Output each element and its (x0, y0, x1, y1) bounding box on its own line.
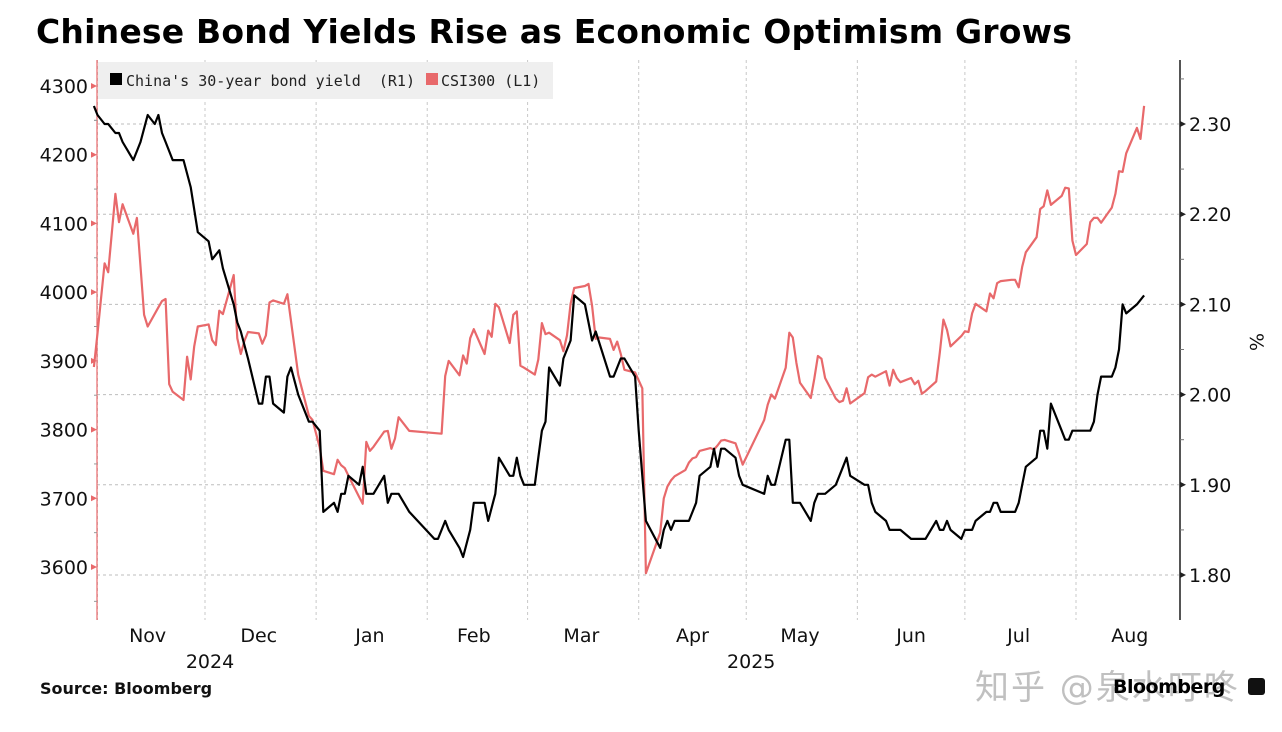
right-tick-label: 2.20 (1189, 204, 1231, 226)
left-tick-label: 3600 (40, 557, 88, 579)
right-tick-label: 1.90 (1189, 475, 1231, 497)
right-tick-mark (1180, 211, 1186, 218)
x-tick-label: May (780, 625, 819, 647)
left-tick-label: 4200 (40, 145, 88, 167)
legend-swatch-yield (110, 73, 122, 85)
right-axis-title: % (1245, 333, 1267, 351)
x-tick-label: Feb (457, 625, 491, 647)
left-tick-label: 4000 (40, 282, 88, 304)
left-tick-label: 3800 (40, 420, 88, 442)
series-line-csi300 (92, 105, 1146, 575)
right-axis: 1.80 1.90 2.00 2.10 2.20 2.30 (1179, 60, 1231, 620)
right-tick-label: 1.80 (1189, 565, 1231, 587)
legend-label-yield: China's 30-year bond yield (R1) (126, 72, 415, 90)
series-line-bond-yield (92, 105, 1145, 559)
x-tick-label: Jun (895, 625, 926, 647)
left-tick-label: 4100 (40, 213, 88, 235)
left-tick-mark (91, 564, 97, 570)
series-lines (92, 105, 1146, 575)
source-note: Source: Bloomberg (40, 679, 213, 698)
left-tick-label: 4300 (40, 76, 88, 98)
left-tick-mark (91, 426, 97, 433)
right-tick-mark (1180, 391, 1186, 398)
legend-label-csi300: CSI300 (L1) (441, 72, 540, 90)
x-year-label: 2025 (727, 651, 775, 673)
right-tick-label: 2.10 (1189, 294, 1231, 316)
left-tick-mark (91, 83, 97, 89)
x-tick-label: Nov (129, 625, 166, 647)
left-axis: 3600 3700 3800 3900 4000 4100 4200 4300 (40, 60, 98, 620)
legend: China's 30-year bond yield (R1) CSI300 (… (98, 62, 553, 99)
x-tick-label: Jan (354, 625, 384, 647)
left-tick-mark (91, 220, 97, 227)
legend-swatch-csi300 (426, 73, 438, 85)
right-tick-mark (1180, 481, 1186, 488)
watermark: 知乎 @泉水叮咚 (975, 668, 1240, 708)
legend-background (98, 62, 553, 99)
chart-title: Chinese Bond Yields Rise as Economic Opt… (36, 12, 1073, 51)
x-tick-label: Apr (676, 625, 709, 647)
left-tick-label: 3700 (40, 488, 88, 510)
x-tick-label: Jul (1006, 625, 1030, 647)
x-tick-label: Dec (240, 625, 277, 647)
left-tick-mark (91, 495, 97, 502)
x-year-label: 2024 (186, 651, 234, 673)
x-tick-label: Mar (563, 625, 599, 647)
bloomberg-logo: Bloomberg (1113, 676, 1225, 698)
gridlines (96, 60, 1180, 620)
x-tick-label: Aug (1111, 625, 1148, 647)
left-tick-mark (91, 151, 97, 158)
right-tick-mark (1180, 572, 1186, 578)
right-tick-mark (1180, 301, 1186, 308)
left-tick-label: 3900 (40, 351, 88, 373)
bloomberg-chart-icon (1248, 678, 1265, 695)
right-tick-mark (1180, 121, 1186, 127)
right-tick-label: 2.30 (1189, 114, 1231, 136)
x-axis: Nov Dec Jan Feb Mar Apr May Jun Jul Aug 2024 2025 (129, 625, 1148, 673)
right-tick-label: 2.00 (1189, 385, 1231, 407)
left-tick-mark (91, 289, 97, 296)
